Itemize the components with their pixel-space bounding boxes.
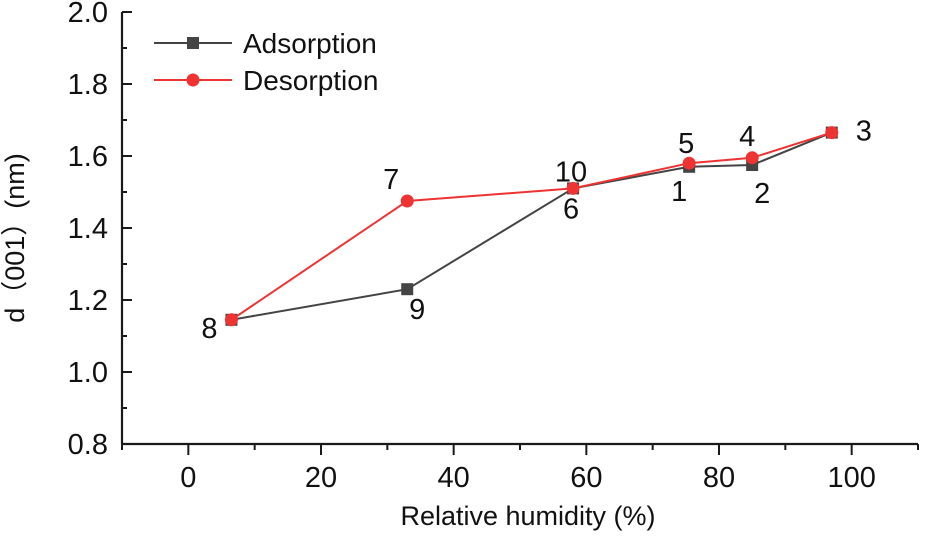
data-point [682,156,696,170]
series-desorption [224,126,839,327]
data-point [400,194,414,208]
annotations: 1 2 3 4 5 6 7 8 9 10 [201,116,871,345]
legend-label: Desorption [243,65,378,96]
legend-label: Adsorption [243,28,377,59]
point-label: 7 [383,164,399,196]
data-point [825,126,839,140]
point-label: 9 [409,294,425,326]
y-tick-label: 0.8 [68,429,108,461]
legend-marker [187,37,199,49]
legend-marker [186,73,200,87]
x-tick-label: 0 [180,462,196,494]
legend: Adsorption Desorption [154,28,378,96]
x-tick-label: 40 [438,462,470,494]
series-line [230,131,833,321]
data-point [401,283,414,296]
axes: 0.8 1.0 1.2 1.4 1.6 1.8 2.0 0 20 40 60 80 100 [68,0,919,494]
point-label: 10 [555,156,587,188]
y-tick-label: 2.0 [68,0,108,29]
y-axis-title: d（001）(nm) [0,153,30,323]
x-axis-title: Relative humidity (%) [400,501,655,531]
point-label: 2 [754,178,770,210]
series-layer [224,126,839,327]
point-label: 4 [739,121,755,153]
y-tick-label: 1.6 [68,141,108,173]
series-line [231,131,833,321]
x-tick-label: 20 [305,462,337,494]
x-tick-label: 60 [570,462,602,494]
data-point [745,151,759,165]
y-tick-label: 1.0 [68,357,108,389]
legend-item-adsorption: Adsorption [154,28,377,59]
point-label: 5 [678,128,694,160]
point-label: 6 [563,193,579,225]
x-tick-label: 80 [703,462,735,494]
data-point [566,181,580,195]
point-label: 8 [201,313,217,345]
y-tick-label: 1.4 [68,213,108,245]
y-tick-label: 1.2 [68,285,108,317]
data-point [224,313,238,327]
point-label: 1 [671,176,687,208]
legend-item-desorption: Desorption [154,65,378,96]
y-tick-label: 1.8 [68,69,108,101]
point-label: 3 [856,116,872,148]
x-tick-label: 100 [827,462,875,494]
